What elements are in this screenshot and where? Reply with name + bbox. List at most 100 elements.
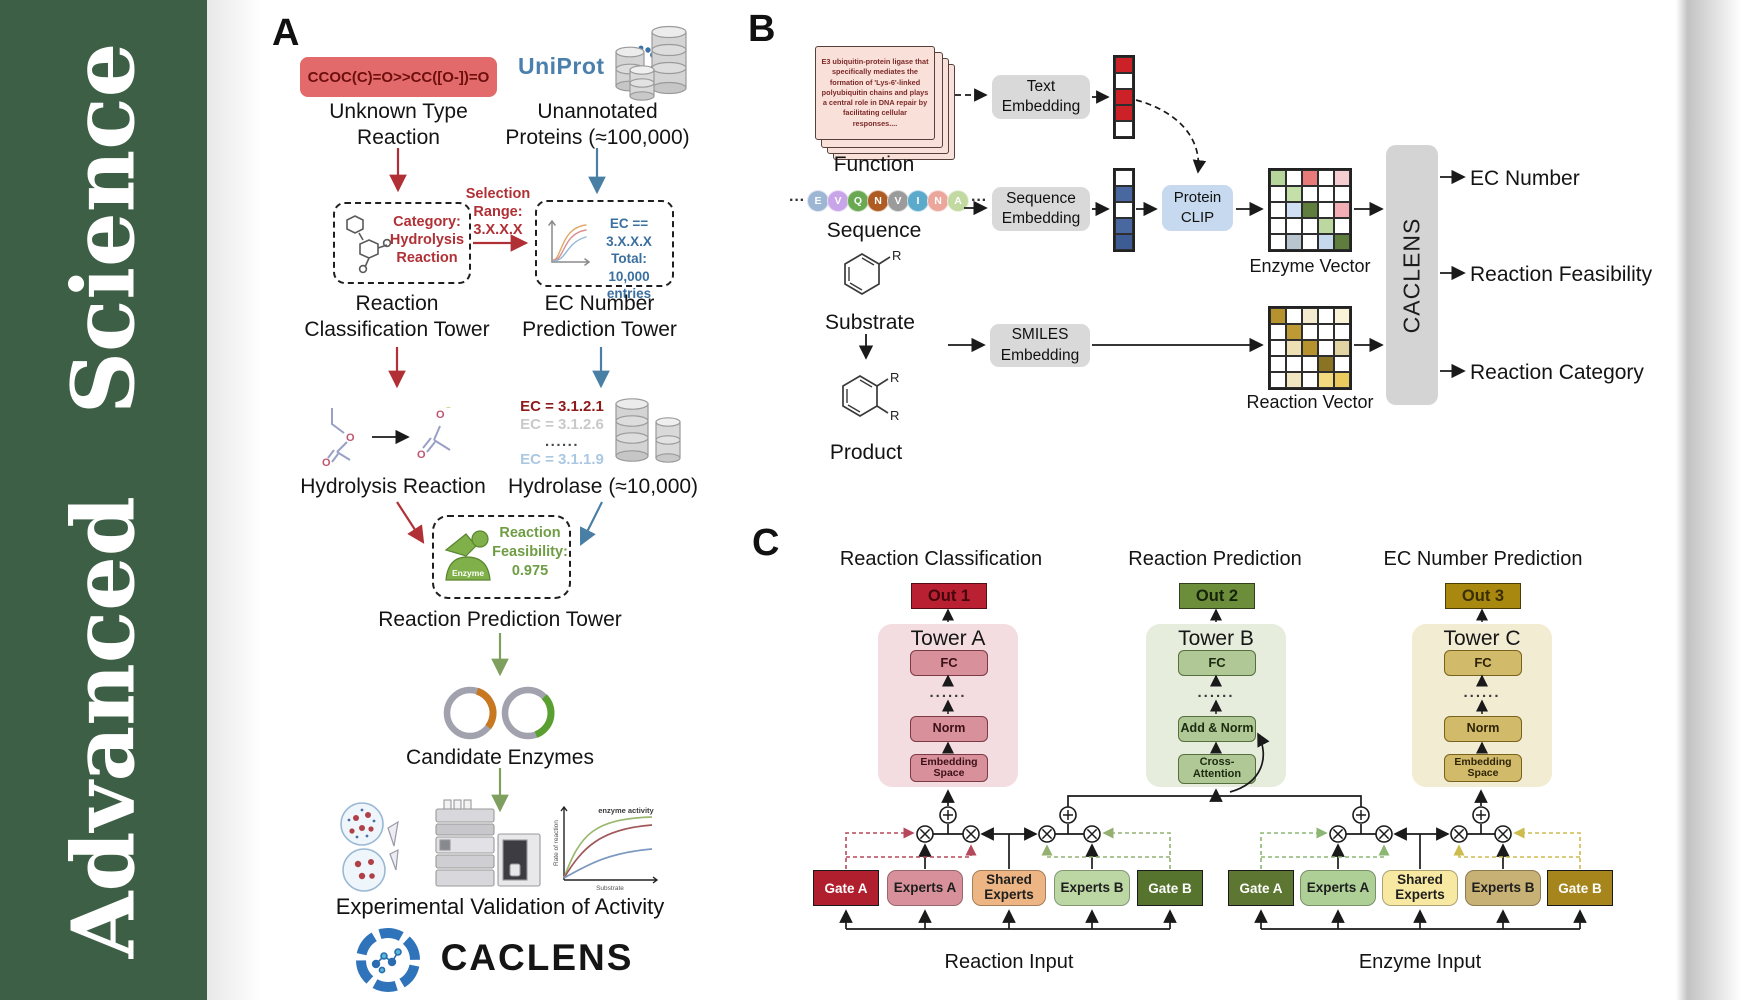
experimental-validation-label: Experimental Validation of Activity <box>335 894 665 919</box>
caclens-fusion-bar: CACLENS <box>1386 145 1438 405</box>
tower-c: Tower C FC ...... Norm Embedding Space <box>1412 624 1552 787</box>
sequence-embedding-vector <box>1113 168 1135 252</box>
product-node <box>1329 825 1347 843</box>
reaction-experts-a: Experts A <box>887 870 963 906</box>
mini-curves-chart-icon <box>548 219 591 266</box>
tower-a-embedding-space: Embedding Space <box>910 754 988 782</box>
panel-a-label: A <box>272 12 300 54</box>
classification-result-box <box>333 202 471 284</box>
sequence-label: Sequence <box>826 219 922 242</box>
tower-b-add-norm: Add & Norm <box>1178 716 1256 742</box>
database-stack-icon <box>615 25 687 101</box>
category-hydrolysis-label: Category: Hydrolysis Reaction <box>389 214 465 267</box>
tower-b: Tower B FC ...... Add & Norm Cross- Atte… <box>1146 624 1286 787</box>
substrate-molecule-icon: R <box>844 248 901 295</box>
enzyme-icon: Enzyme <box>444 530 491 581</box>
tower-c-title: Tower C <box>1443 627 1521 650</box>
sequence-embedding-box: Sequence Embedding <box>992 187 1090 231</box>
unannotated-proteins-label: Unannotated Proteins (≈100,000) <box>505 100 690 149</box>
carboxylate-molecule-icon: O − O <box>417 403 451 461</box>
hplc-instrument-icon <box>435 799 541 887</box>
out-2-box: Out 2 <box>1179 583 1255 609</box>
enzyme-vector-matrix <box>1268 168 1352 252</box>
sum-node <box>1059 806 1077 824</box>
reaction-classification-tower-label: Reaction Classification Tower <box>304 292 490 341</box>
ellipsis: ··· <box>970 192 987 209</box>
product-molecule-icon: R R <box>842 370 899 423</box>
ec-selection-box <box>535 200 674 287</box>
function-label: Function <box>833 153 915 176</box>
enzyme-gate-a: Gate A <box>1228 870 1294 906</box>
svg-text:O: O <box>346 432 355 444</box>
enzyme-experts-b: Experts B <box>1465 870 1541 906</box>
hydrolase-label: Hydrolase (≈10,000) <box>507 475 699 498</box>
tower-c-norm: Norm <box>1444 716 1522 742</box>
tower-c-fc: FC <box>1444 650 1522 676</box>
enzyme-icon-label: Enzyme <box>452 568 484 578</box>
molecule-scribble-icon <box>346 215 392 274</box>
sum-node <box>1352 806 1370 824</box>
ellipsis: ··· <box>789 192 805 209</box>
svg-text:−: − <box>446 403 451 412</box>
svg-text:O: O <box>322 457 331 469</box>
reaction-smiles: CCOC(C)=O>>CC([O-])=O <box>307 68 490 86</box>
protein-clip-box: Protein CLIP <box>1162 185 1233 231</box>
caclens-logo-icon <box>356 928 420 992</box>
reaction-prediction-tower-label: Reaction Prediction Tower <box>378 608 622 631</box>
heading-reaction-classification: Reaction Classification <box>839 548 1043 570</box>
uniprot-logo: UniProt <box>518 53 605 79</box>
reaction-experts-b: Experts B <box>1054 870 1130 906</box>
feasibility-box <box>432 515 571 599</box>
ec-number-list: EC = 3.1.2.1 EC = 3.1.2.6 ...... EC = 3.… <box>520 398 604 469</box>
substrate-label: Substrate <box>825 311 915 334</box>
database-stack-small-icon <box>615 398 681 463</box>
plot-ylabel: Rate of reaction <box>553 820 560 866</box>
enzyme-experts-a: Experts A <box>1300 870 1376 906</box>
tower-b-cross-attention: Cross- Attention <box>1178 754 1256 784</box>
heading-reaction-prediction: Reaction Prediction <box>1128 548 1302 570</box>
tower-a-fc: FC <box>910 650 988 676</box>
caclens-wordmark: CACLENS <box>440 937 634 978</box>
plot-xlabel: Substrate <box>596 885 624 892</box>
selection-range-label: Selection Range: 3.X.X.X <box>465 186 531 239</box>
panel-b-label: B <box>748 8 776 50</box>
tower-b-title: Tower B <box>1178 627 1254 650</box>
reaction-smiles-box: CCOC(C)=O>>CC([O-])=O <box>300 57 497 97</box>
product-node <box>1083 825 1101 843</box>
plasmid-icons <box>443 686 555 740</box>
tower-b-fc: FC <box>1178 650 1256 676</box>
svg-text:O: O <box>436 409 445 421</box>
reaction-vector-label: Reaction Vector <box>1246 392 1374 412</box>
enzyme-vector-label: Enzyme Vector <box>1249 256 1371 276</box>
substituent-r: R <box>890 370 899 385</box>
heading-ec-number-prediction: EC Number Prediction <box>1383 548 1583 570</box>
out-1-box: Out 1 <box>911 583 987 609</box>
reaction-gate-b: Gate B <box>1137 870 1203 906</box>
smiles-embedding-box: SMILES Embedding <box>990 324 1090 367</box>
reaction-shared-experts: Shared Experts <box>972 870 1046 906</box>
output-reaction-category: Reaction Category <box>1470 361 1644 384</box>
tower-c-embedding-space: Embedding Space <box>1444 754 1522 782</box>
enzyme-activity-note: enzyme activity <box>598 806 654 815</box>
svg-text:O: O <box>417 449 426 461</box>
reaction-feasibility-value: Reaction Feasibility: 0.975 <box>492 525 568 579</box>
journal-sidebar: Advanced Science <box>0 0 207 1000</box>
product-node <box>916 825 934 843</box>
tower-c-dots: ...... <box>1463 684 1501 701</box>
reaction-input-label: Reaction Input <box>944 951 1074 973</box>
enzyme-shared-experts: Shared Experts <box>1382 870 1458 906</box>
function-card: E3 ubiquitin-protein ligase that specifi… <box>815 46 935 140</box>
ester-molecule-icon: O O <box>322 408 355 469</box>
enzyme-activity-plot: enzyme activity Rate of reaction Substra… <box>553 805 659 892</box>
candidate-enzymes-label: Candidate Enzymes <box>406 746 594 769</box>
journal-title: Advanced Science <box>53 42 155 958</box>
text-embedding-box: Text Embedding <box>992 75 1090 119</box>
page-left-shadow <box>207 0 262 1000</box>
tower-a-title: Tower A <box>910 627 986 650</box>
product-node <box>1494 825 1512 843</box>
product-node <box>1375 825 1393 843</box>
reaction-vector-matrix <box>1268 306 1352 390</box>
substituent-r: R <box>892 248 901 263</box>
enzyme-gate-b: Gate B <box>1547 870 1613 906</box>
